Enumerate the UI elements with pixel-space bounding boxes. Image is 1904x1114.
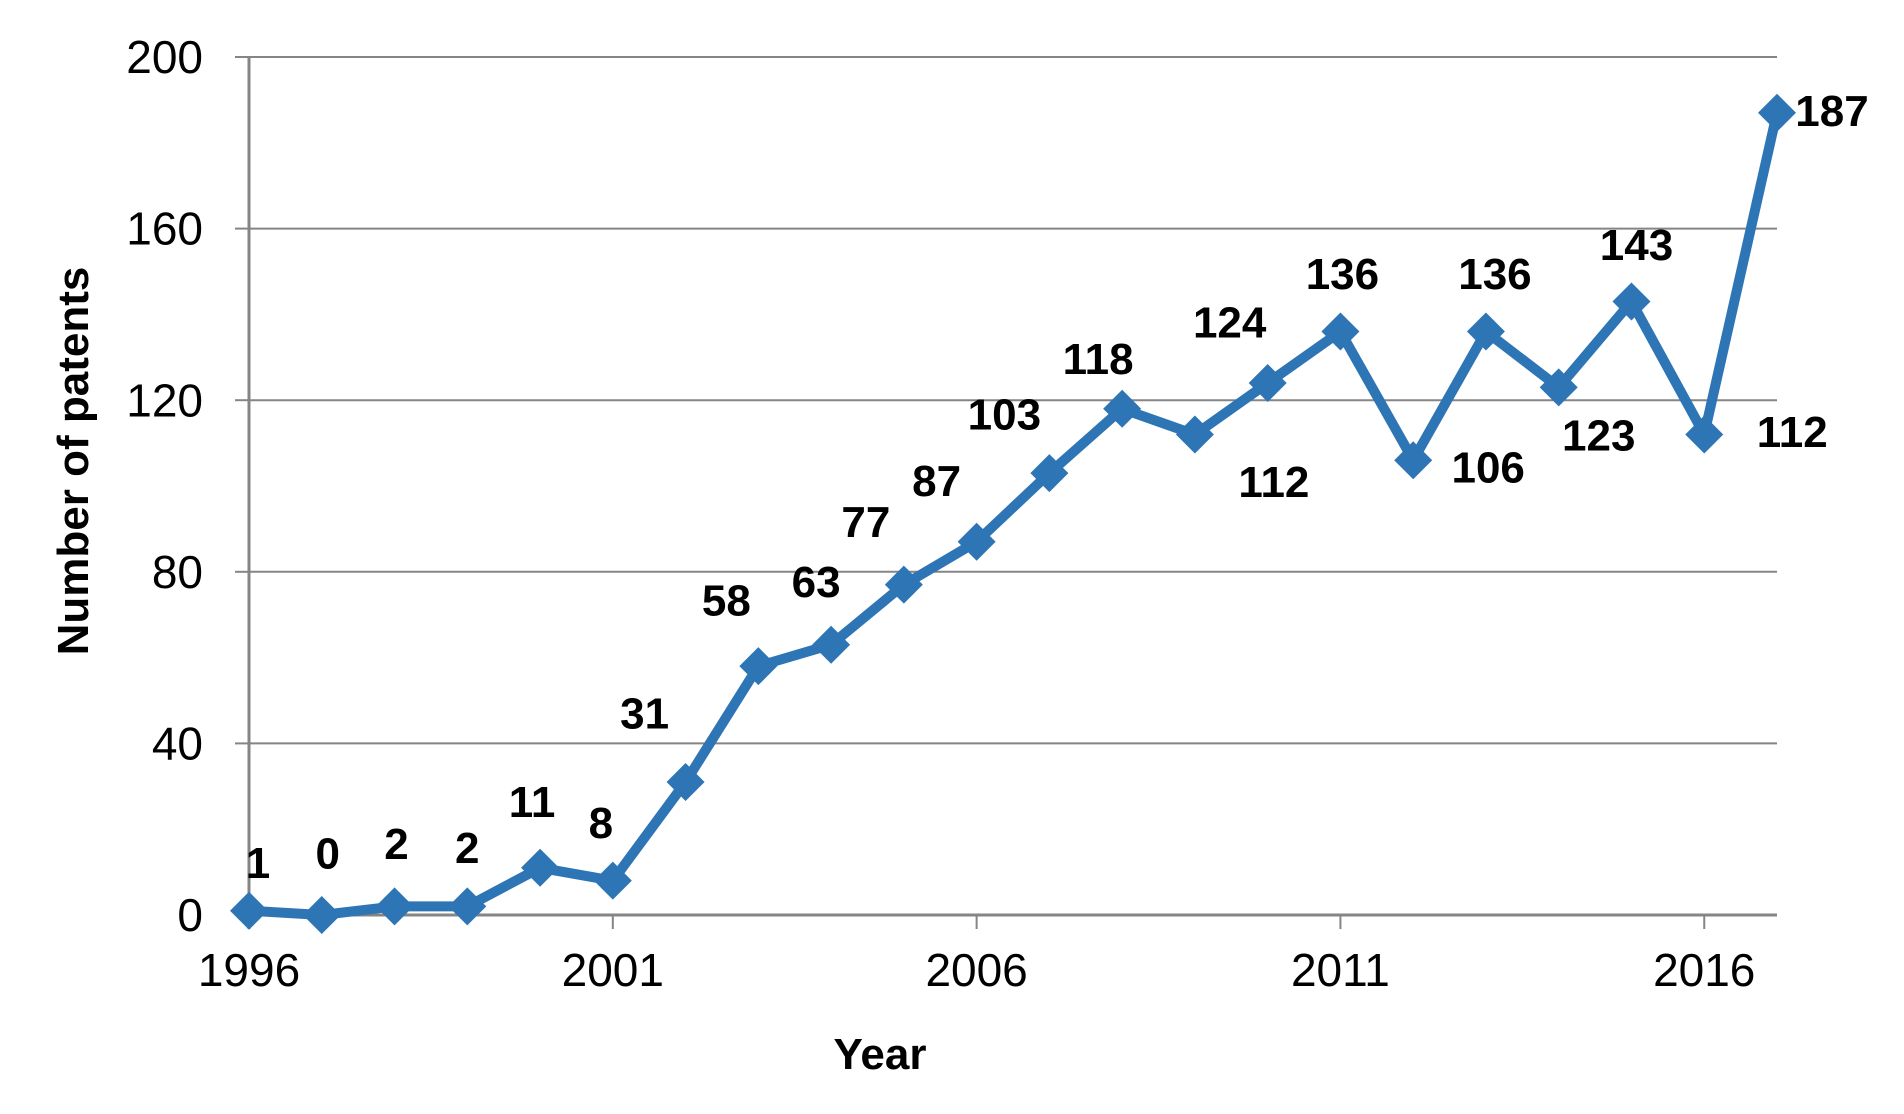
data-point-marker (739, 647, 778, 686)
data-point-label: 77 (841, 498, 890, 547)
data-point-marker (1758, 93, 1796, 132)
y-axis-title: Number of patents (49, 267, 98, 656)
data-point-label: 143 (1600, 221, 1673, 270)
y-tick-label: 80 (152, 546, 203, 598)
x-axis-title: Year (834, 1030, 927, 1079)
data-point-marker (957, 522, 996, 561)
data-point-marker (230, 891, 268, 930)
data-point-marker (1685, 415, 1724, 454)
x-tick-label: 2016 (1653, 944, 1755, 996)
data-point-label: 1 (246, 839, 270, 888)
data-point-marker (666, 763, 705, 802)
data-point-marker (884, 565, 923, 604)
data-point-marker (375, 887, 414, 926)
data-point-marker (1248, 364, 1287, 403)
data-point-label: 2 (384, 820, 408, 869)
data-point-label: 63 (792, 558, 841, 607)
data-point-label: 118 (1063, 335, 1134, 384)
x-tick-label: 1996 (198, 944, 300, 996)
data-point-label: 8 (589, 799, 613, 848)
data-point-marker (448, 887, 487, 926)
data-point-label: 87 (912, 457, 961, 506)
data-point-marker (812, 625, 851, 664)
data-point-label: 58 (702, 577, 751, 626)
data-point-marker (1030, 454, 1069, 493)
data-point-label: 187 (1795, 87, 1868, 136)
data-point-label: 124 (1193, 298, 1267, 347)
data-point-marker (1466, 312, 1505, 351)
data-point-label: 136 (1306, 250, 1379, 299)
data-point-label: 11 (509, 778, 556, 827)
data-point-label: 2 (455, 824, 479, 873)
data-series-group (230, 93, 1796, 934)
data-point-marker (1175, 415, 1214, 454)
data-point-label: 123 (1562, 412, 1635, 461)
y-tick-label: 120 (126, 374, 203, 426)
data-point-marker (521, 848, 560, 887)
gridlines-group (249, 56, 1777, 917)
x-tick-label: 2011 (1291, 944, 1390, 996)
data-point-label: 103 (968, 391, 1041, 440)
data-point-marker (302, 896, 341, 934)
y-tick-label: 200 (126, 31, 203, 83)
y-tick-label: 40 (152, 718, 203, 770)
data-point-label: 31 (620, 689, 669, 738)
data-point-label: 106 (1451, 444, 1524, 493)
data-point-marker (1539, 368, 1578, 407)
data-point-marker (1321, 312, 1360, 351)
x-tick-label: 2006 (925, 944, 1027, 996)
data-point-label: 112 (1238, 458, 1309, 507)
data-point-marker (593, 861, 632, 900)
data-series-line (244, 107, 1782, 920)
data-point-marker (1612, 282, 1651, 321)
data-point-label: 112 (1757, 408, 1828, 457)
y-tick-label: 0 (177, 889, 203, 941)
data-point-marker (1394, 441, 1433, 480)
axes-group (235, 56, 1706, 929)
data-point-label: 0 (316, 829, 340, 878)
data-point-marker (1103, 389, 1142, 428)
x-tick-label: 2001 (562, 944, 664, 996)
data-point-label: 136 (1458, 250, 1531, 299)
y-tick-label: 160 (126, 203, 203, 255)
